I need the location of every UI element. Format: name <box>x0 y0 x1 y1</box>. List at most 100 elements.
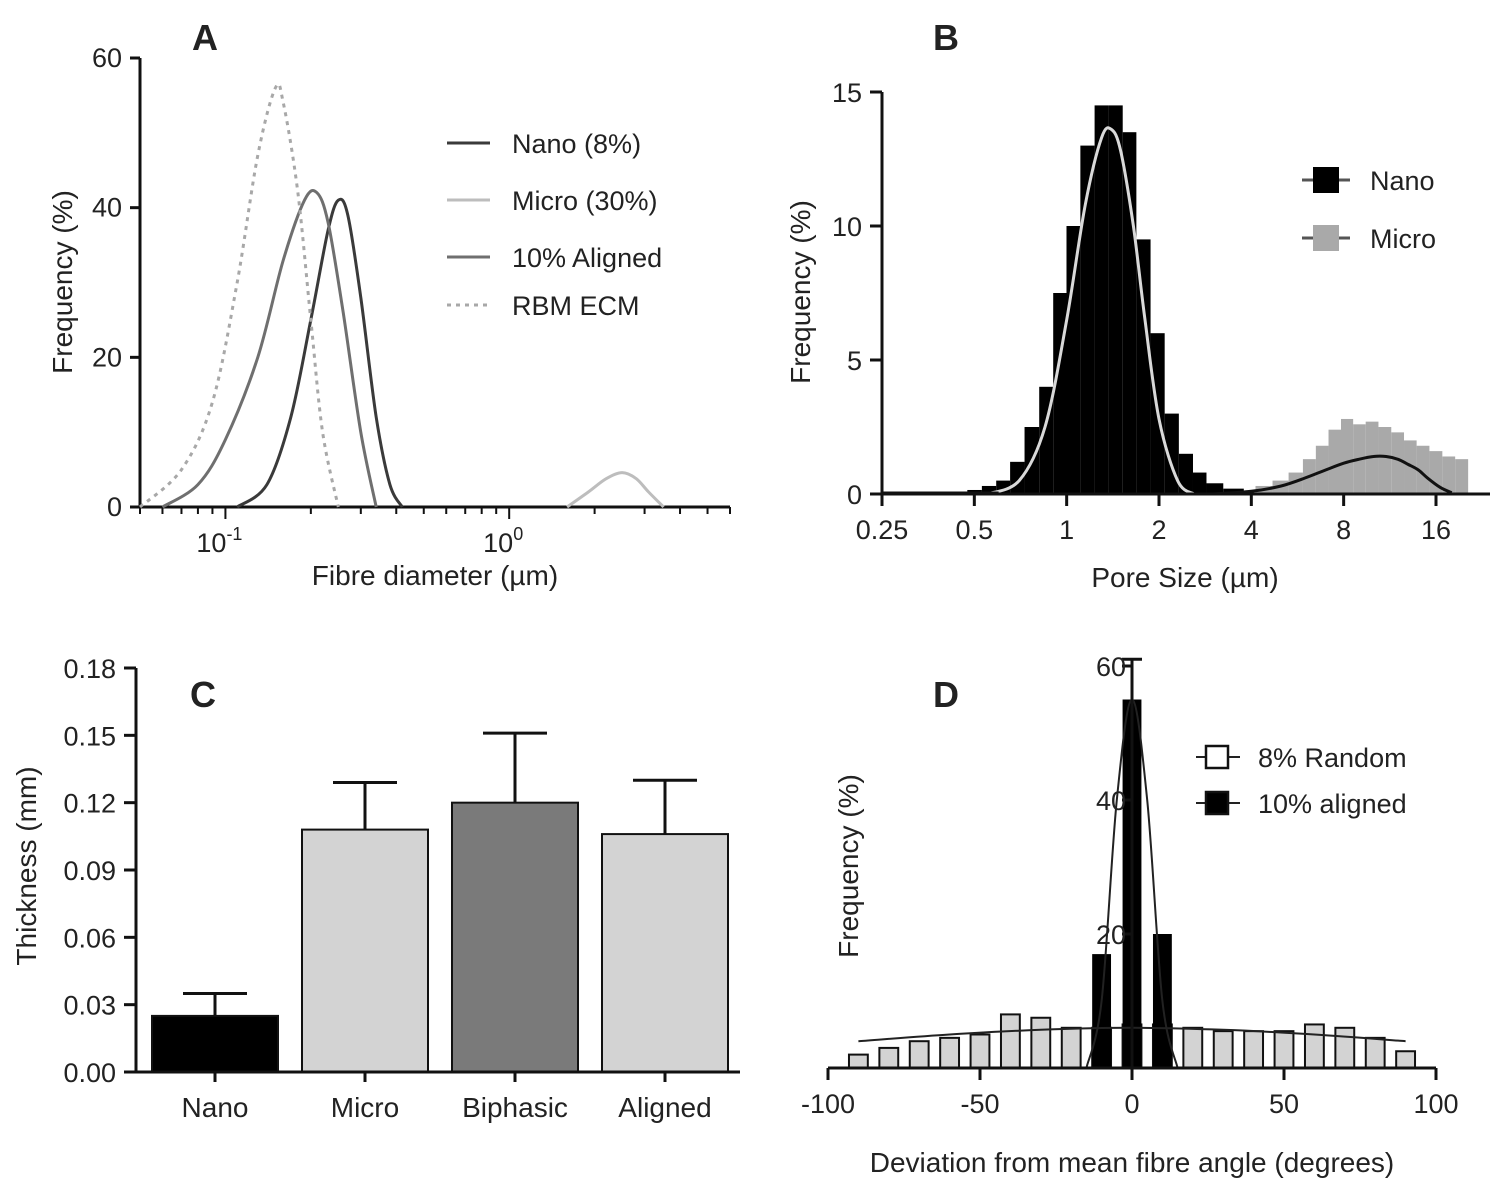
bar-8-random <box>878 1046 900 1070</box>
y-tick-label: 5 <box>847 346 862 376</box>
x-tick-label: Nano <box>182 1092 249 1123</box>
y-tick-label: 0 <box>847 480 862 510</box>
legend-swatch <box>1204 790 1230 816</box>
bar-8-random <box>1303 1023 1325 1069</box>
bar-8-random <box>1364 1036 1386 1069</box>
histogram-bar-micro <box>1455 459 1469 494</box>
y-tick-label: 0.00 <box>63 1058 116 1088</box>
bar-8-random <box>1060 1026 1082 1070</box>
bar-8-random <box>1212 1030 1234 1070</box>
series-line-10-aligned <box>161 189 378 509</box>
panel-b: B 0 5 10 15 0.25 0.5 1 2 4 8 16 Pore Size (µm) Freque… <box>785 17 1490 593</box>
legend-label: Nano (8%) <box>512 129 641 159</box>
x-axis-title: Fibre diameter (µm) <box>312 560 558 591</box>
y-tick-label: 0 <box>107 492 122 522</box>
panel-label: D <box>933 674 959 715</box>
panel-d: D 20 40 60 -100 -50 0 50 100 Deviation from mean … <box>801 652 1459 1178</box>
bar-micro <box>301 828 429 1073</box>
x-tick-label: 2 <box>1151 515 1166 545</box>
histogram-bar-nano <box>1122 132 1137 494</box>
y-tick-label: 0.06 <box>63 923 116 953</box>
bar-8-random <box>1182 1026 1204 1070</box>
legend-label: RBM ECM <box>512 291 640 321</box>
y-tick-label: 0.09 <box>63 856 116 886</box>
histogram-bar-nano <box>1108 105 1123 495</box>
series-line-nano-8- <box>236 197 404 509</box>
histogram-bar-nano <box>1192 472 1207 494</box>
histogram-bar-micro <box>1378 427 1392 494</box>
bar-nano <box>151 1014 279 1074</box>
x-axis-title: Deviation from mean fibre angle (degrees… <box>870 1147 1394 1178</box>
series-line-rbm-ecm <box>138 82 340 509</box>
x-tick-label: 100 <box>1413 1089 1458 1119</box>
x-tick-label: 10-1 <box>196 524 242 558</box>
y-axis-title: Thickness (mm) <box>11 766 42 965</box>
legend-swatch <box>1313 167 1339 193</box>
panel-label: A <box>192 17 218 58</box>
bar-8-random <box>1334 1026 1356 1070</box>
y-axis-title: Frequency (%) <box>833 774 864 958</box>
histogram-bar-nano <box>1136 239 1151 494</box>
y-tick-label: 0.18 <box>63 654 116 684</box>
bar-10-aligned <box>1092 954 1112 1068</box>
histogram-bar-micro <box>1442 456 1456 494</box>
bar-8-random <box>939 1036 961 1069</box>
x-tick-label: Biphasic <box>462 1092 568 1123</box>
histogram-bar-micro <box>1404 440 1417 494</box>
x-tick-label: Aligned <box>618 1092 711 1123</box>
y-tick-label: 60 <box>1096 652 1126 682</box>
x-tick-label: 50 <box>1269 1089 1299 1119</box>
legend-label: 10% Aligned <box>512 243 662 273</box>
histogram-bar-micro <box>1288 472 1303 494</box>
y-tick-label: 0.15 <box>63 721 116 751</box>
fit-curve-micro <box>1212 454 1453 496</box>
bar-aligned <box>601 833 729 1073</box>
histogram-bar-nano <box>1178 453 1193 494</box>
y-tick-label: 40 <box>1096 786 1126 816</box>
x-tick-label: 16 <box>1421 515 1451 545</box>
y-tick-label: 40 <box>92 193 122 223</box>
x-axis-title: Pore Size (µm) <box>1091 562 1278 593</box>
bar-8-random <box>908 1040 930 1069</box>
legend-swatch <box>1313 225 1339 251</box>
x-tick-label: 100 <box>483 524 523 558</box>
legend-label: 10% aligned <box>1258 789 1407 819</box>
y-tick-label: 10 <box>832 212 862 242</box>
bar-biphasic <box>451 801 579 1074</box>
legend-label: Micro (30%) <box>512 186 658 216</box>
x-tick-label: 0.25 <box>856 515 909 545</box>
x-tick-label: Micro <box>331 1092 399 1123</box>
y-tick-label: 20 <box>92 342 122 372</box>
x-tick-label: 1 <box>1059 515 1074 545</box>
bar-8-random <box>969 1033 991 1069</box>
panel-c: C Nano Micro Biphasic Aligned 0.00 0.03 0.06 0.0… <box>11 654 740 1123</box>
bar-8-random <box>1030 1016 1052 1069</box>
histogram-bar-micro <box>1328 429 1342 494</box>
histogram-bar-micro <box>1391 432 1405 494</box>
bar-8-random <box>1395 1050 1417 1069</box>
histogram-bar-nano <box>1094 105 1109 495</box>
y-tick-label: 60 <box>92 43 122 73</box>
y-axis-title: Frequency (%) <box>785 200 816 384</box>
histogram-bar-nano <box>981 485 997 494</box>
fit-curve-nano <box>986 126 1195 496</box>
x-tick-label: 4 <box>1244 515 1259 545</box>
histogram-bar-nano <box>1080 145 1095 494</box>
x-tick-label: -50 <box>960 1089 999 1119</box>
y-tick-label: 15 <box>832 78 862 108</box>
x-tick-label: 8 <box>1336 515 1351 545</box>
x-tick-label: 0 <box>1124 1089 1139 1119</box>
y-tick-label: 20 <box>1096 920 1126 950</box>
legend-label: Nano <box>1370 166 1435 196</box>
panel-label: C <box>190 674 216 715</box>
legend-label: 8% Random <box>1258 743 1407 773</box>
y-tick-label: 0.12 <box>63 789 116 819</box>
histogram-bar-micro <box>1341 418 1354 494</box>
y-axis-title: Frequency (%) <box>47 190 78 374</box>
histogram-bar-nano <box>1053 293 1067 494</box>
legend-swatch <box>1204 744 1230 770</box>
bar-8-random <box>999 1013 1021 1070</box>
x-tick-label: 0.5 <box>956 515 994 545</box>
